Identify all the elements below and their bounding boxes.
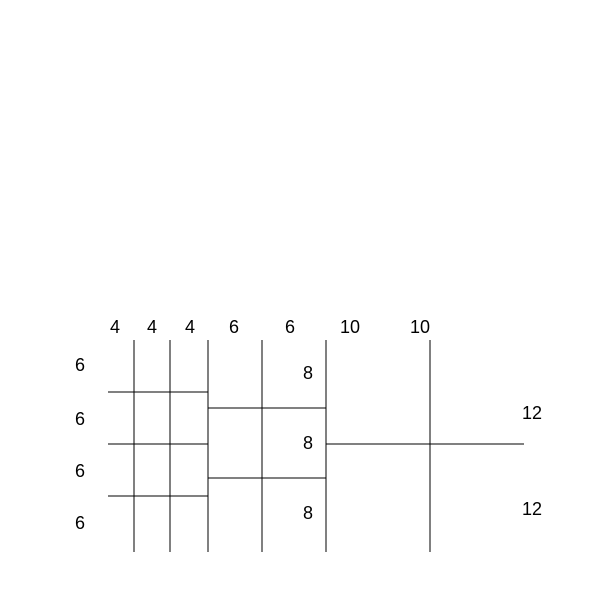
left-horizontal-lines [108, 392, 208, 496]
left-row-label: 6 [75, 409, 85, 429]
grid-diagram: 4 4 4 6 6 10 10 6 6 6 6 8 8 8 12 12 [0, 0, 600, 600]
right-row-labels: 12 12 [522, 403, 542, 519]
column-label: 6 [229, 317, 239, 337]
left-row-label: 6 [75, 461, 85, 481]
right-row-label: 12 [522, 499, 542, 519]
left-row-label: 6 [75, 355, 85, 375]
column-labels: 4 4 4 6 6 10 10 [110, 317, 430, 337]
column-label: 10 [410, 317, 430, 337]
left-row-labels: 6 6 6 6 [75, 355, 85, 533]
column-label: 10 [340, 317, 360, 337]
mid-row-label: 8 [303, 363, 313, 383]
column-label: 4 [147, 317, 157, 337]
mid-row-label: 8 [303, 503, 313, 523]
mid-row-labels: 8 8 8 [303, 363, 313, 523]
column-label: 4 [110, 317, 120, 337]
column-label: 6 [285, 317, 295, 337]
column-label: 4 [185, 317, 195, 337]
right-row-label: 12 [522, 403, 542, 423]
vertical-lines [134, 340, 430, 552]
mid-row-label: 8 [303, 433, 313, 453]
left-row-label: 6 [75, 513, 85, 533]
